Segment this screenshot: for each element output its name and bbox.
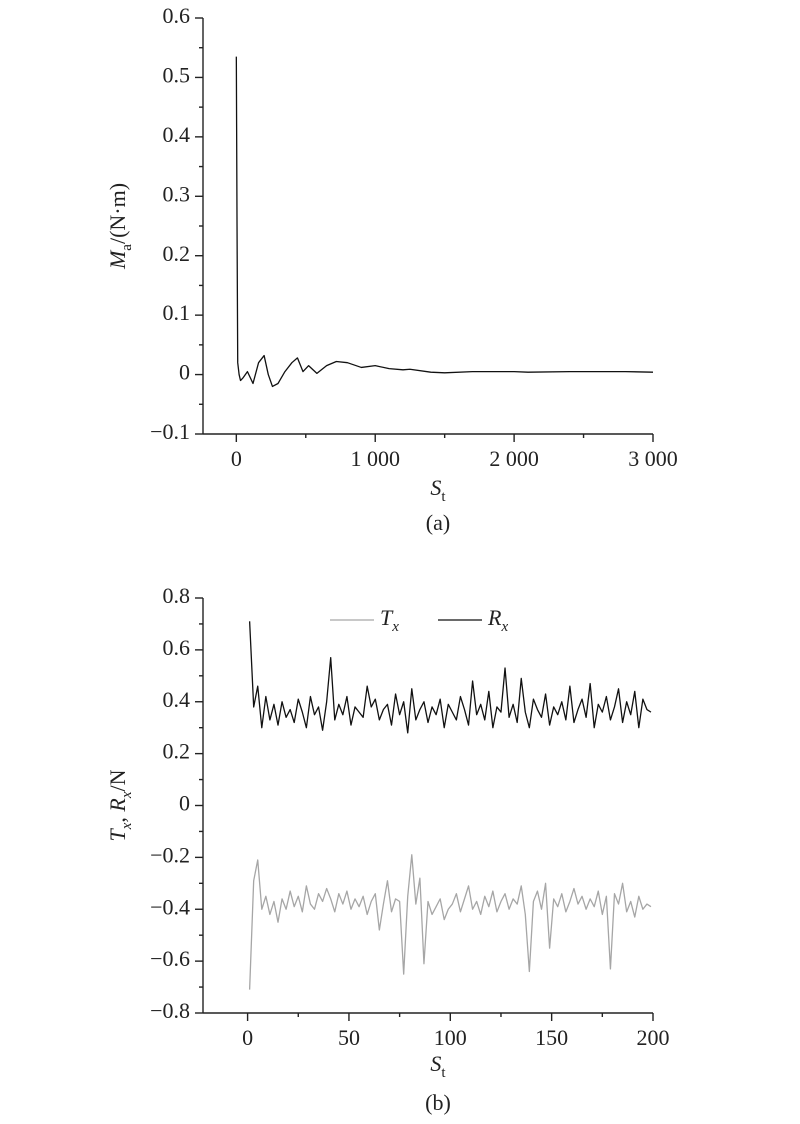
y-tick-label: 0.6 (163, 3, 191, 28)
caption: (b) (425, 1090, 451, 1115)
y-tick-label: −0.8 (150, 998, 190, 1023)
caption: (a) (426, 510, 450, 535)
y-tick-label: 0.6 (163, 635, 191, 660)
y-tick-label: 0.4 (163, 687, 191, 712)
data-line (235, 56, 654, 388)
y-tick-label: 0.5 (163, 62, 191, 87)
x-tick-label: 200 (637, 1025, 670, 1050)
y-axis-label: Ma/(N·m) (105, 183, 135, 270)
x-tick-label: 2 000 (489, 446, 539, 471)
y-tick-label: 0.3 (163, 181, 191, 206)
y-tick-label: 0.4 (163, 122, 191, 147)
y-tick-label: 0.8 (163, 583, 191, 608)
y-tick-label: 0.1 (163, 300, 191, 325)
x-tick-label: 1 000 (350, 446, 400, 471)
y-tick-label: −0.6 (150, 946, 190, 971)
x-tick-label: 3 000 (628, 446, 678, 471)
x-tick-label: 0 (231, 446, 242, 471)
x-tick-label: 100 (434, 1025, 467, 1050)
legend-label: Tx (380, 605, 399, 635)
x-tick-label: 150 (535, 1025, 568, 1050)
x-axis-label: St (430, 475, 446, 505)
x-axis-label: St (430, 1051, 446, 1081)
y-axis-label: Tx, Rx/N (105, 769, 135, 841)
y-tick-label: −0.2 (150, 842, 190, 867)
y-tick-label: 0 (179, 791, 190, 816)
y-tick-label: 0 (179, 360, 190, 385)
y-tick-label: 0.2 (163, 739, 191, 764)
y-tick-label: −0.4 (150, 894, 190, 919)
y-tick-label: −0.1 (150, 419, 190, 444)
data-line (248, 621, 652, 734)
y-tick-label: 0.2 (163, 241, 191, 266)
x-tick-label: 50 (338, 1025, 360, 1050)
x-tick-label: 0 (242, 1025, 253, 1050)
legend-label: Rx (487, 605, 508, 635)
data-line (248, 854, 652, 990)
